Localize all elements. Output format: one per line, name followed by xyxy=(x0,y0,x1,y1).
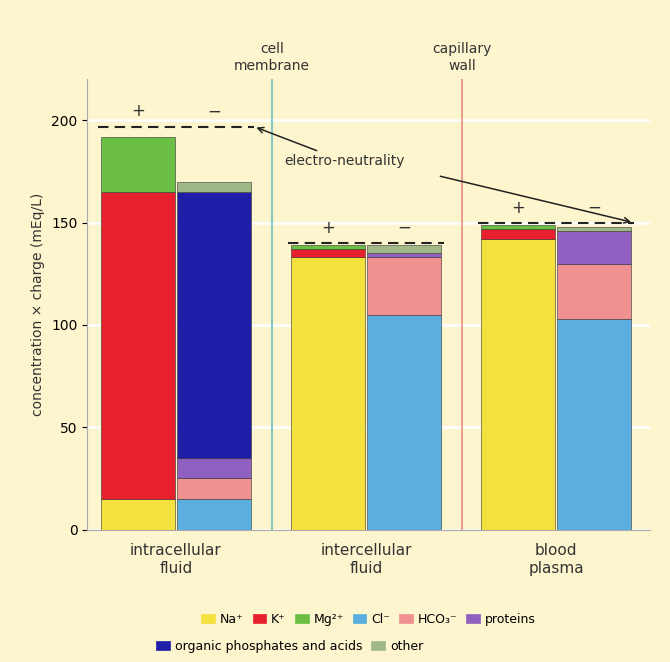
Text: +: + xyxy=(131,103,145,120)
Bar xyxy=(367,254,442,258)
Bar xyxy=(177,499,251,530)
Bar xyxy=(481,239,555,530)
Bar xyxy=(291,245,364,250)
Legend: organic phosphates and acids, other: organic phosphates and acids, other xyxy=(151,635,428,658)
Bar xyxy=(100,137,175,192)
Bar xyxy=(557,227,631,231)
Bar xyxy=(367,314,442,530)
Bar xyxy=(557,319,631,530)
Bar xyxy=(177,479,251,499)
Text: +: + xyxy=(321,219,335,237)
Text: +: + xyxy=(511,199,525,216)
Bar xyxy=(177,182,251,192)
Text: cell
membrane: cell membrane xyxy=(234,42,310,73)
Bar xyxy=(557,263,631,319)
Text: electro-neutrality: electro-neutrality xyxy=(258,128,405,168)
Text: −: − xyxy=(588,199,601,216)
Bar xyxy=(291,250,364,258)
Y-axis label: concentration × charge (mEq/L): concentration × charge (mEq/L) xyxy=(31,193,46,416)
Text: −: − xyxy=(397,219,411,237)
Bar xyxy=(367,258,442,314)
Bar xyxy=(100,192,175,499)
Text: capillary
wall: capillary wall xyxy=(433,42,492,73)
Bar xyxy=(100,499,175,530)
Bar xyxy=(481,224,555,229)
Bar xyxy=(557,231,631,263)
Text: −: − xyxy=(207,103,221,120)
Bar xyxy=(367,245,442,254)
Bar xyxy=(177,192,251,458)
Bar xyxy=(481,229,555,239)
Bar xyxy=(291,258,364,530)
Bar xyxy=(177,458,251,479)
